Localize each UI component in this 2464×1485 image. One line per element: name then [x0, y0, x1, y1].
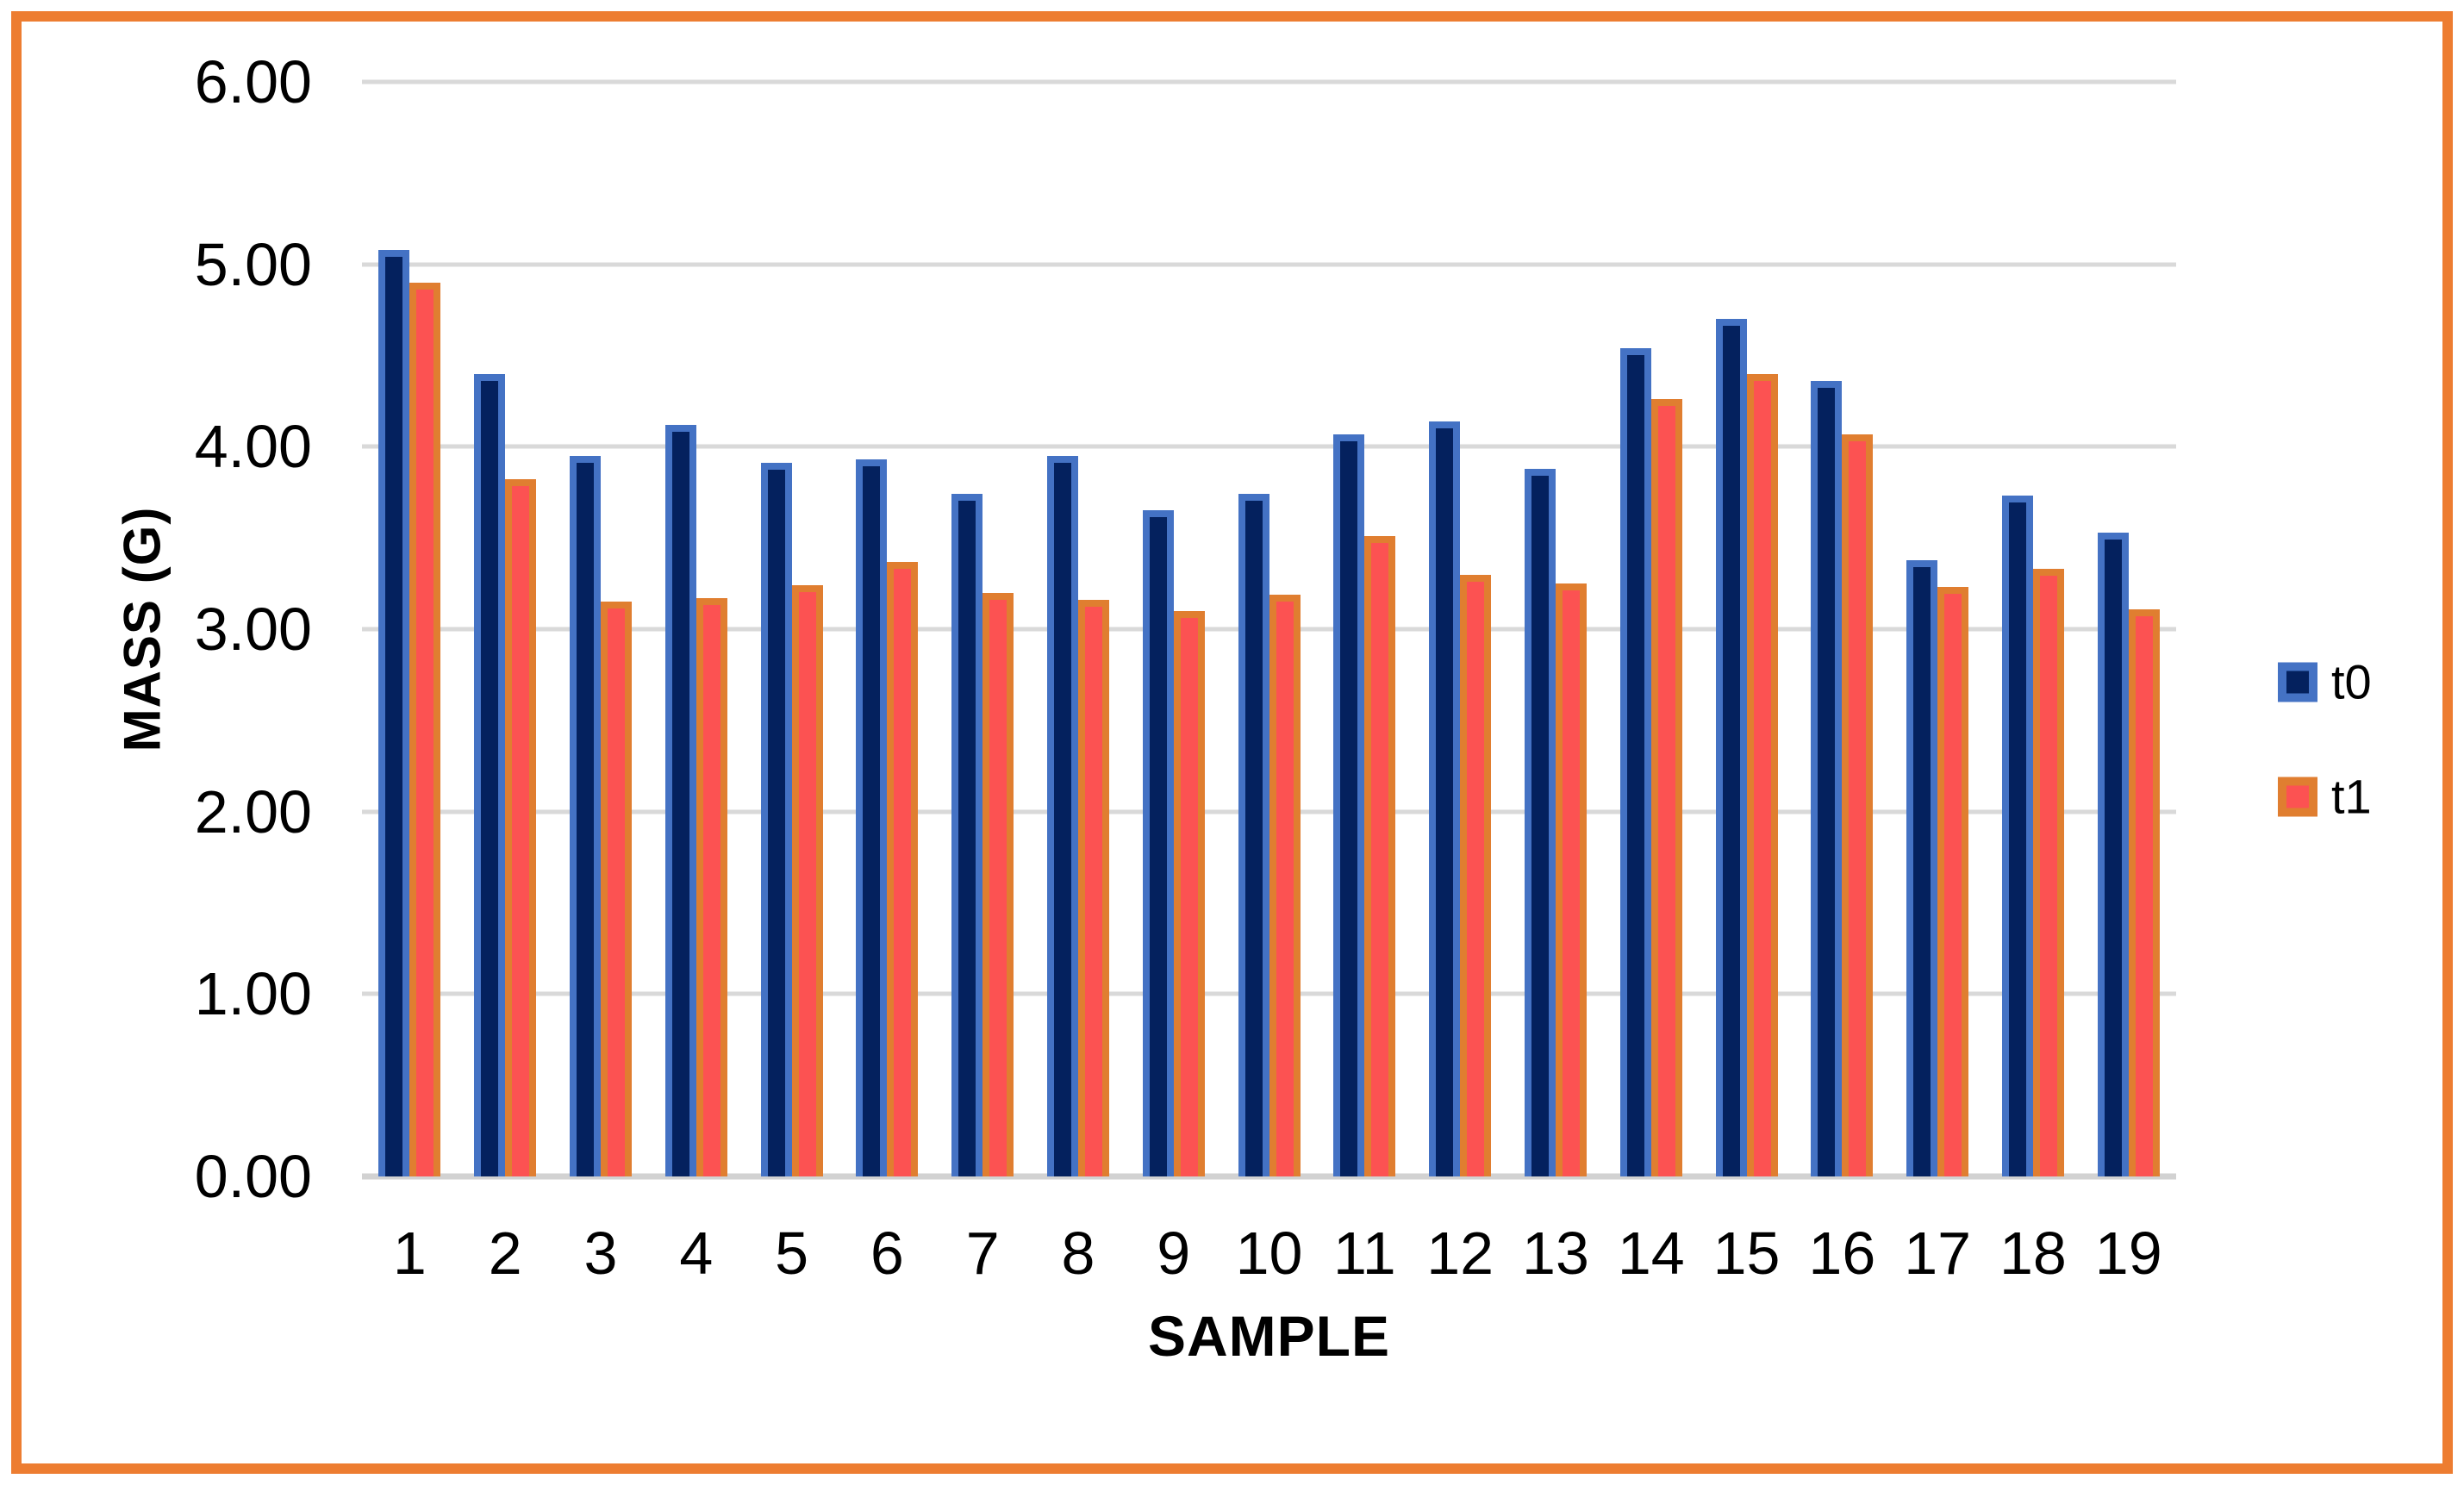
bar-group-sample-8	[1031, 82, 1126, 1176]
x-tick-label: 14	[1617, 1220, 1685, 1287]
x-tick-label: 3	[583, 1220, 618, 1287]
bar-t1-sample-3	[600, 602, 632, 1176]
gridline	[362, 79, 2176, 84]
x-tick-label: 8	[1061, 1220, 1095, 1287]
bar-group-sample-5	[744, 82, 839, 1176]
bar-group-sample-11	[1317, 82, 1413, 1176]
bar-group-sample-1	[362, 82, 458, 1176]
bar-group-sample-3	[553, 82, 649, 1176]
bar-t1-sample-5	[791, 585, 823, 1176]
bar-t1-sample-13	[1555, 583, 1587, 1176]
legend-swatch-t0	[2278, 662, 2317, 702]
legend-swatch-t1	[2278, 777, 2317, 816]
bar-group-sample-16	[1794, 82, 1890, 1176]
x-tick-label: 9	[1157, 1220, 1191, 1287]
bar-t0-sample-9	[1142, 510, 1174, 1176]
x-tick-label: 16	[1808, 1220, 1876, 1287]
bar-t0-sample-10	[1238, 494, 1269, 1176]
bar-group-sample-7	[935, 82, 1031, 1176]
bar-t1-sample-11	[1364, 536, 1396, 1176]
bar-t1-sample-6	[887, 561, 919, 1176]
x-axis-tick-labels: 1 2 3 4 5 6 7 8 9 10 11 12 13 14 15 16 17 18 19	[362, 1217, 2176, 1289]
y-tick-label: 5.00	[194, 230, 312, 298]
bar-group-sample-2	[458, 82, 553, 1176]
bar-t0-sample-3	[569, 455, 601, 1176]
bar-group-sample-15	[1699, 82, 1794, 1176]
y-tick-label: 6.00	[194, 48, 312, 115]
bar-t0-sample-4	[664, 424, 696, 1176]
bar-t1-sample-10	[1269, 594, 1301, 1176]
bar-t1-sample-18	[2032, 569, 2064, 1176]
y-tick-label: 2.00	[194, 777, 312, 845]
bar-group-sample-18	[1986, 82, 2081, 1176]
x-tick-label: 5	[775, 1220, 809, 1287]
bar-t0-sample-6	[856, 459, 888, 1176]
x-tick-label: 13	[1522, 1220, 1589, 1287]
bar-t1-sample-1	[409, 282, 441, 1176]
bar-t1-sample-2	[505, 479, 537, 1176]
legend-item-t1: t1	[2278, 769, 2372, 825]
bar-t0-sample-8	[1046, 455, 1078, 1176]
bar-t0-sample-15	[1715, 319, 1747, 1176]
bar-t1-sample-9	[1173, 610, 1205, 1176]
x-axis-line	[362, 1173, 2176, 1180]
bar-t0-sample-14	[1619, 348, 1651, 1176]
bar-t1-sample-16	[1842, 434, 1874, 1176]
x-tick-label: 15	[1712, 1220, 1781, 1287]
x-tick-label: 11	[1333, 1220, 1396, 1287]
x-tick-label: 7	[965, 1220, 1000, 1287]
bar-group-sample-10	[1221, 82, 1317, 1176]
bar-t0-sample-2	[474, 373, 506, 1176]
bar-t1-sample-12	[1460, 574, 1492, 1176]
x-axis-title: SAMPLE	[1147, 1304, 1391, 1368]
bar-t0-sample-19	[2097, 532, 2129, 1176]
x-tick-label: 12	[1426, 1220, 1494, 1287]
bar-group-sample-4	[648, 82, 744, 1176]
bar-t1-sample-7	[982, 592, 1014, 1176]
x-tick-label: 10	[1235, 1220, 1303, 1287]
legend-item-t0: t0	[2278, 654, 2372, 710]
plot-area	[362, 79, 2176, 1180]
bar-t1-sample-17	[1937, 587, 1969, 1176]
bar-t0-sample-11	[1333, 434, 1365, 1176]
bar-group-sample-6	[839, 82, 935, 1176]
bar-t1-sample-15	[1746, 373, 1778, 1176]
bar-t0-sample-5	[760, 463, 792, 1176]
bar-group-sample-12	[1413, 82, 1508, 1176]
bar-t0-sample-18	[2001, 496, 2033, 1176]
bar-t0-sample-16	[1811, 381, 1843, 1176]
y-tick-label: 4.00	[194, 413, 312, 481]
x-tick-label: 6	[870, 1220, 904, 1287]
bar-t1-sample-19	[2128, 608, 2160, 1176]
x-tick-label: 2	[488, 1220, 522, 1287]
y-tick-label: 3.00	[194, 596, 312, 663]
bar-group-sample-9	[1126, 82, 1221, 1176]
bar-group-sample-14	[1603, 82, 1699, 1176]
bar-t0-sample-13	[1524, 468, 1556, 1176]
x-tick-label: 4	[679, 1220, 714, 1287]
y-tick-label: 0.00	[194, 1143, 312, 1210]
bar-group-sample-19	[2080, 82, 2176, 1176]
bar-t1-sample-8	[1077, 600, 1109, 1176]
legend-label: t0	[2331, 654, 2372, 709]
gridline	[362, 262, 2176, 267]
bar-group-sample-13	[1508, 82, 1604, 1176]
x-tick-label: 17	[1904, 1220, 1972, 1287]
bar-t0-sample-7	[951, 494, 983, 1176]
bar-groups	[362, 82, 2176, 1176]
x-tick-label: 18	[1999, 1220, 2067, 1287]
bar-t0-sample-12	[1429, 421, 1461, 1176]
x-tick-label: 19	[2094, 1220, 2162, 1287]
x-tick-label: 1	[392, 1220, 427, 1287]
bar-t1-sample-4	[696, 598, 727, 1176]
gridline	[362, 444, 2176, 449]
bar-t0-sample-1	[378, 249, 410, 1176]
bar-t0-sample-17	[1906, 559, 1938, 1176]
y-tick-label: 1.00	[194, 960, 312, 1028]
legend-label: t1	[2331, 769, 2372, 824]
bar-t1-sample-14	[1650, 399, 1682, 1176]
bar-group-sample-17	[1890, 82, 1986, 1176]
